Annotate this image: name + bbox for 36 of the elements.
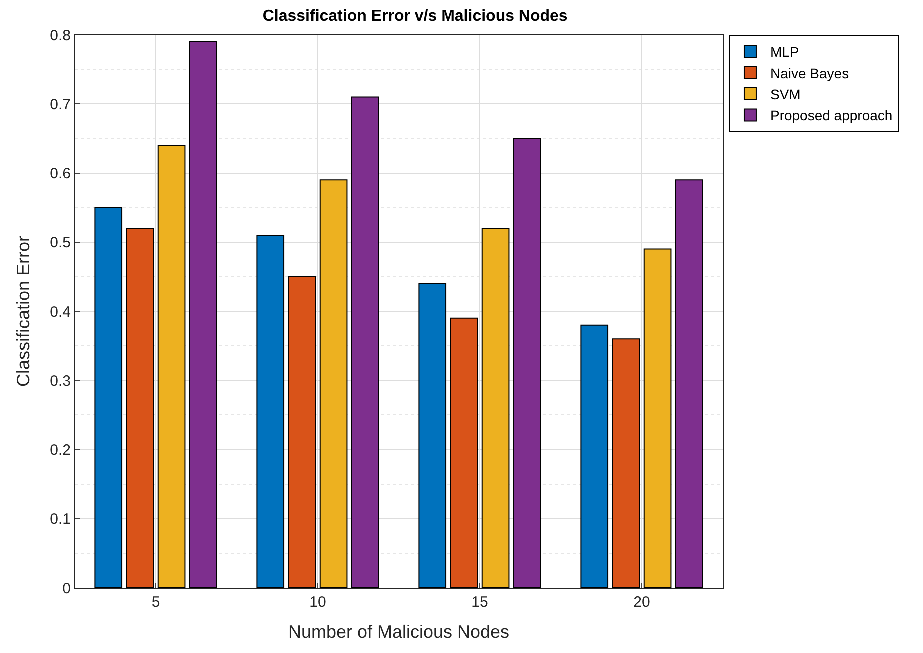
bar (612, 338, 640, 588)
chart-title: Classification Error v/s Malicious Nodes (262, 8, 568, 25)
bar (189, 41, 218, 588)
legend-label: MLP (770, 44, 800, 60)
y-tick-label: 0 (62, 580, 71, 598)
x-tick-label: 15 (472, 594, 488, 611)
x-tick-label: 20 (634, 594, 650, 611)
bar (320, 180, 348, 588)
bar (256, 234, 285, 588)
y-axis-title: Classification Error (13, 236, 34, 388)
bar (450, 318, 478, 588)
bar (94, 207, 123, 588)
bar (351, 96, 380, 588)
x-tick-label: 5 (152, 594, 160, 611)
y-tick-label: 0.5 (50, 234, 71, 252)
y-tick-label: 0.3 (50, 372, 71, 390)
y-tick-label: 0.1 (50, 511, 71, 528)
legend-label: Proposed approach (770, 108, 893, 124)
legend-label: SVM (770, 86, 801, 102)
bar (675, 180, 704, 588)
y-tick-label: 0.2 (50, 442, 71, 459)
bar (513, 138, 542, 588)
x-tick-label: 10 (310, 594, 326, 611)
bar (288, 276, 316, 588)
y-tick-label: 0.8 (50, 27, 71, 44)
legend-label: Naive Bayes (770, 65, 850, 82)
x-axis-title: Number of Malicious Nodes (288, 622, 510, 642)
bar (158, 145, 186, 588)
bar (482, 228, 510, 588)
bar (126, 228, 154, 588)
bar (418, 283, 447, 588)
y-tick-label: 0.6 (50, 166, 71, 182)
bar (644, 248, 672, 588)
bar (580, 324, 609, 588)
y-tick-label: 0.4 (50, 304, 71, 321)
y-tick-label: 0.7 (50, 96, 71, 114)
